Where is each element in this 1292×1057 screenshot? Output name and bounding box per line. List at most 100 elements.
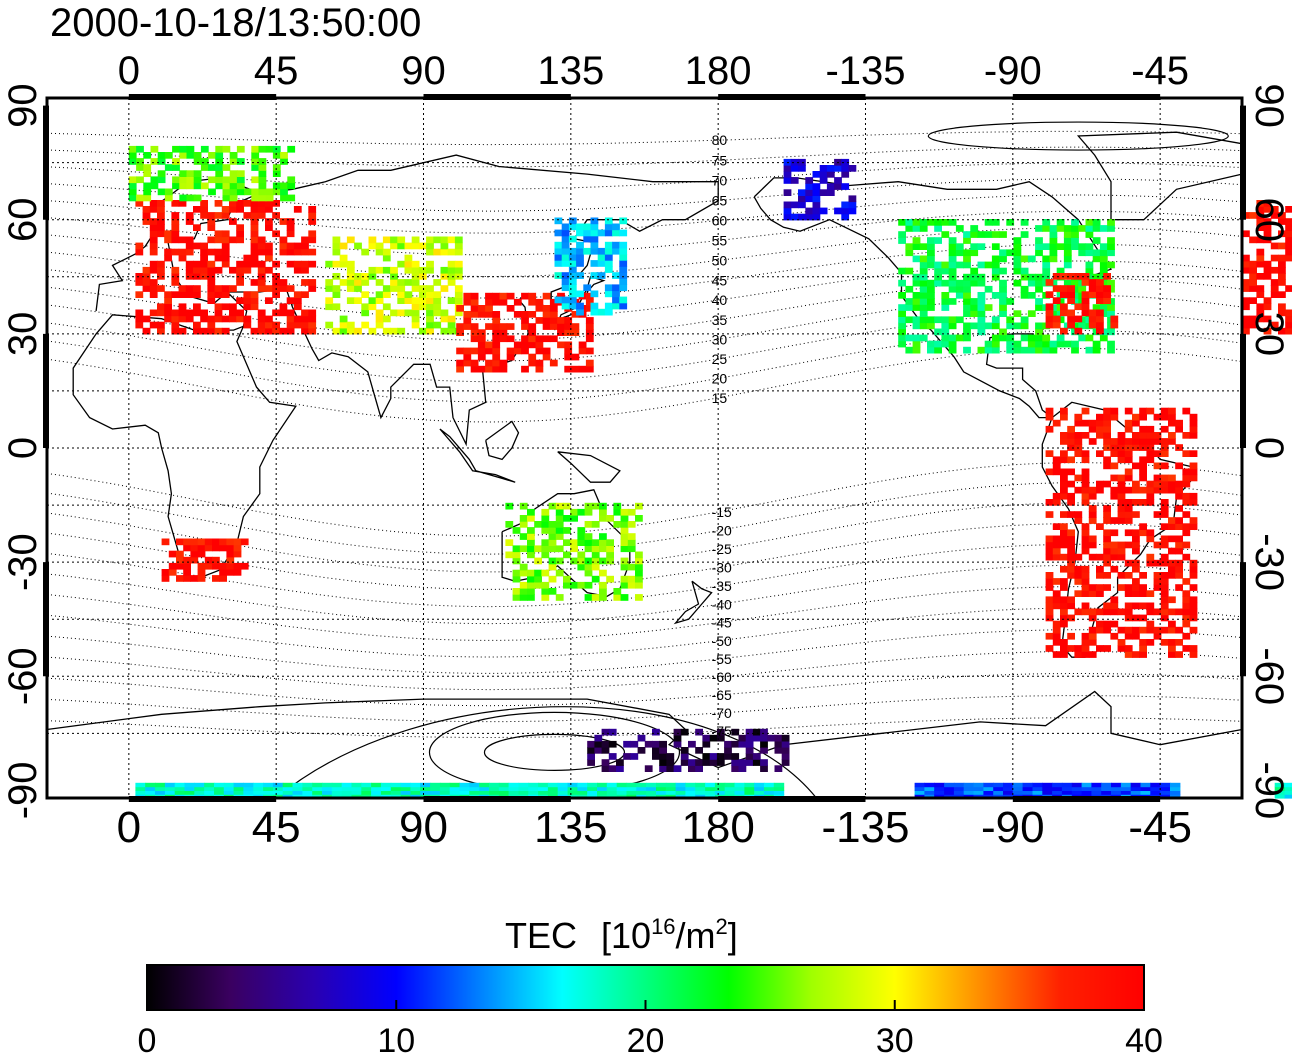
tec-cell xyxy=(361,321,370,329)
tec-cell xyxy=(361,794,372,799)
tec-cell xyxy=(193,260,201,268)
tec-cell xyxy=(591,545,600,553)
tec-cell xyxy=(499,329,508,336)
tec-cell xyxy=(1110,315,1119,323)
tec-cell xyxy=(265,206,273,213)
tec-cell xyxy=(1035,225,1043,232)
tec-cell xyxy=(790,213,799,221)
tec-cell xyxy=(914,794,925,799)
tec-cell xyxy=(411,273,420,280)
tec-cell xyxy=(1061,790,1073,795)
tec-cell xyxy=(584,569,593,577)
tec-cell xyxy=(1124,419,1133,427)
tec-cell xyxy=(1270,212,1279,219)
mag-lat-label: 75 xyxy=(712,152,728,168)
tec-cell xyxy=(1060,614,1068,622)
tec-cell xyxy=(555,508,564,516)
tec-cell xyxy=(1175,523,1183,530)
tec-cell xyxy=(479,790,490,795)
tec-cell xyxy=(193,224,201,231)
tec-cell xyxy=(193,194,202,202)
tec-cell xyxy=(1160,782,1171,788)
tec-cell xyxy=(136,194,144,202)
tec-cell xyxy=(927,249,935,257)
tec-cell xyxy=(1045,468,1054,476)
tec-cell xyxy=(934,279,942,287)
tec-cell xyxy=(1117,547,1126,555)
tec-cell xyxy=(390,242,398,250)
tec-cell xyxy=(505,551,514,559)
tec-cell xyxy=(1139,468,1147,476)
tec-cell xyxy=(1263,266,1272,274)
tec-cell xyxy=(1013,267,1022,275)
mag-contour xyxy=(46,629,1243,674)
tec-cell xyxy=(282,790,294,795)
tec-cell xyxy=(371,794,382,799)
tec-cell xyxy=(585,329,594,336)
tec-cell xyxy=(477,341,486,349)
tec-cell xyxy=(561,235,570,243)
tec-cell xyxy=(927,285,935,293)
tec-cell xyxy=(354,297,362,304)
tec-cell xyxy=(783,177,792,184)
tec-cell xyxy=(400,794,411,799)
tec-cell xyxy=(1088,632,1097,640)
tec-cell xyxy=(584,563,593,571)
tec-cell xyxy=(1285,321,1292,329)
tec-cell xyxy=(404,279,413,286)
tec-cell xyxy=(620,533,629,540)
tec-cell xyxy=(898,237,906,244)
tec-cell xyxy=(1074,303,1083,311)
tec-cell xyxy=(666,753,675,760)
tec-cell xyxy=(1088,438,1097,445)
tec-cell xyxy=(477,335,486,343)
tec-cell xyxy=(521,341,529,349)
tec-cell xyxy=(1124,438,1133,445)
tec-cell xyxy=(1124,505,1133,512)
tec-cell xyxy=(142,266,151,274)
tec-cell xyxy=(528,292,537,300)
tec-cell xyxy=(534,521,542,528)
tec-cell xyxy=(606,794,618,799)
tec-cell xyxy=(973,786,984,791)
tec-cell xyxy=(1045,535,1054,543)
tec-cell xyxy=(1088,541,1097,549)
tec-cell xyxy=(1042,782,1053,788)
tec-cell xyxy=(361,248,370,256)
tec-cell xyxy=(898,310,906,317)
tec-cell xyxy=(561,296,570,304)
tec-cell xyxy=(1061,782,1073,788)
tec-cell xyxy=(149,200,158,207)
tec-cell xyxy=(164,236,172,244)
tec-cell xyxy=(1139,645,1147,652)
tec-cell xyxy=(207,279,216,286)
top-lon-label: -45 xyxy=(1131,49,1189,93)
tec-cell xyxy=(587,790,598,795)
tec-cell xyxy=(1110,486,1119,494)
tec-cell xyxy=(745,759,754,766)
tec-cell xyxy=(236,236,244,244)
tec-cell xyxy=(454,285,463,292)
tec-cell xyxy=(454,248,463,256)
tec-cell xyxy=(440,236,449,244)
tec-cell xyxy=(548,521,557,528)
tec-cell xyxy=(993,786,1004,791)
tec-cell xyxy=(1092,346,1101,354)
tec-cell xyxy=(1081,632,1090,640)
tec-cell xyxy=(1067,309,1075,317)
tec-cell xyxy=(841,158,850,166)
tec-cell xyxy=(568,260,577,267)
tec-cell xyxy=(204,556,213,564)
tec-cell xyxy=(1117,639,1126,646)
tec-cell xyxy=(557,292,565,300)
tec-cell xyxy=(557,782,569,788)
tec-cell xyxy=(176,556,184,564)
tec-cell xyxy=(1067,499,1075,506)
tec-cell xyxy=(1067,645,1075,652)
tec-cell xyxy=(977,328,986,336)
tec-cell xyxy=(1139,462,1147,470)
tec-cell xyxy=(346,236,355,244)
tec-cell xyxy=(1074,419,1083,427)
tec-cell xyxy=(1160,425,1169,433)
tec-cell xyxy=(527,527,535,534)
